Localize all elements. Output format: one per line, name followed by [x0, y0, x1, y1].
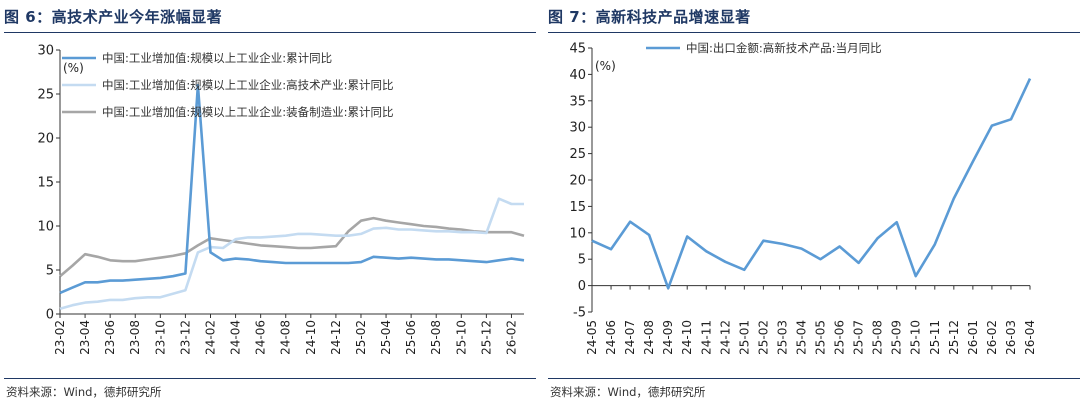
y-tick-label: 30 [37, 44, 54, 59]
legend-label-0: 中国:工业增加值:规模以上工业企业:累计同比 [102, 51, 332, 65]
y-tick-label: 0 [578, 279, 586, 294]
x-tick-label: 25-12 [479, 320, 493, 355]
x-tick-label: 24-08 [279, 320, 293, 355]
x-tick-label: 26-02 [504, 320, 518, 355]
x-tick-label: 26-03 [1004, 320, 1018, 355]
x-tick-label: 25-01 [737, 320, 751, 355]
y-tick-label: 15 [37, 176, 54, 191]
y-tick-label: 20 [37, 132, 54, 147]
legend-label-2: 中国:工业增加值:规模以上工业企业:装备制造业:累计同比 [102, 105, 394, 119]
x-tick-label: 24-09 [661, 320, 675, 355]
figure-7-panel: 图 7：高新科技产品增速显著 -5 0 5 10 15 20 25 30 35 40 45 (%) 24… [548, 0, 1080, 410]
x-tick-label: 25-08 [429, 320, 443, 355]
x-tick-label: 23-12 [178, 320, 192, 355]
x-tick-label: 25-08 [871, 320, 885, 355]
x-tick-label: 24-10 [304, 320, 318, 355]
x-tick-label: 26-02 [985, 320, 999, 355]
figure-7-chart: -5 0 5 10 15 20 25 30 35 40 45 (%) 24-05 24-06 24-07 24… [569, 41, 1037, 355]
x-tick-label: 25-04 [794, 320, 808, 355]
x-tick-label: 25-10 [454, 320, 468, 355]
y-tick-label: 25 [37, 88, 54, 103]
figure-6-source-rule [4, 378, 536, 379]
x-tick-label: 24-06 [254, 320, 268, 355]
figure-7-title-rule [548, 32, 1080, 33]
y-tick-label: 40 [569, 68, 586, 83]
x-tick-label: 24-12 [718, 320, 732, 355]
x-tick-label: 23-02 [53, 320, 67, 355]
figure-7-source: 资料来源：Wind，德邦研究所 [550, 385, 706, 399]
series-line-0 [59, 83, 525, 295]
x-tick-label: 23-10 [153, 320, 167, 355]
y-tick-label: 5 [46, 264, 54, 279]
y-tick-label: 10 [569, 226, 586, 241]
figure-6-chart: 0 5 10 15 20 25 30 (%) 23-02 23-04 23-06 23-08 23-10… [37, 44, 525, 355]
y-tick-label: 35 [569, 94, 586, 109]
series-line-0 [591, 78, 1032, 290]
y-tick-label: 15 [569, 200, 586, 215]
y-tick-label: 0 [46, 308, 54, 323]
x-tick-label: 24-06 [604, 320, 618, 355]
x-tick-label: 25-07 [852, 320, 866, 355]
x-tick-label: 25-12 [947, 320, 961, 355]
y-tick-label: 20 [569, 174, 586, 189]
y-unit-label: (%) [63, 61, 84, 75]
x-tick-label: 26-01 [966, 320, 980, 355]
y-tick-label: 25 [569, 147, 586, 162]
figure-7-title: 图 7：高新科技产品增速显著 [548, 8, 751, 26]
legend-label-0: 中国:出口金额:高新技术产品:当月同比 [686, 41, 882, 55]
x-tick-label: 25-02 [756, 320, 770, 355]
y-unit-label: (%) [595, 59, 616, 73]
figure-7-source-rule [548, 378, 1080, 379]
x-tick-label: 23-08 [128, 320, 142, 355]
x-tick-label: 25-11 [928, 320, 942, 355]
x-tick-label: 26-04 [1023, 320, 1037, 355]
x-tick-label: 25-06 [404, 320, 418, 355]
y-tick-label: 45 [569, 42, 586, 57]
figure-6-title: 图 6：高技术产业今年涨幅显著 [4, 8, 223, 26]
legend-label-1: 中国:工业增加值:规模以上工业企业:高技术产业:累计同比 [102, 78, 394, 92]
x-tick-label: 24-07 [623, 320, 637, 355]
series-line-1 [59, 197, 524, 310]
x-tick-label: 25-02 [354, 320, 368, 355]
x-tick-label: 25-03 [775, 320, 789, 355]
x-tick-label: 24-11 [699, 320, 713, 355]
figure-6-source: 资料来源：Wind，德邦研究所 [6, 385, 162, 399]
x-tick-label: 25-04 [379, 320, 393, 355]
x-tick-label: 24-08 [642, 320, 656, 355]
x-tick-label: 24-04 [229, 320, 243, 355]
figure-6-panel: 图 6：高技术产业今年涨幅显著 0 5 10 15 20 25 30 (%) 23-02 23-0… [4, 0, 536, 410]
figure-6-title-rule [4, 32, 536, 33]
x-tick-label: 25-05 [814, 320, 828, 355]
x-tick-label: 25-10 [909, 320, 923, 355]
y-tick-label: 10 [37, 220, 54, 235]
x-tick-label: 25-09 [890, 320, 904, 355]
x-tick-label: 25-06 [833, 320, 847, 355]
y-tick-label: 30 [569, 121, 586, 136]
x-tick-label: 24-12 [329, 320, 343, 355]
x-tick-label: 23-06 [103, 320, 117, 355]
series-line-2 [59, 216, 525, 278]
y-tick-label: -5 [573, 306, 586, 321]
x-tick-label: 24-05 [585, 320, 599, 355]
x-tick-label: 24-02 [203, 320, 217, 355]
x-tick-label: 23-04 [78, 320, 92, 355]
y-tick-label: 5 [578, 253, 586, 268]
x-tick-label: 24-10 [680, 320, 694, 355]
